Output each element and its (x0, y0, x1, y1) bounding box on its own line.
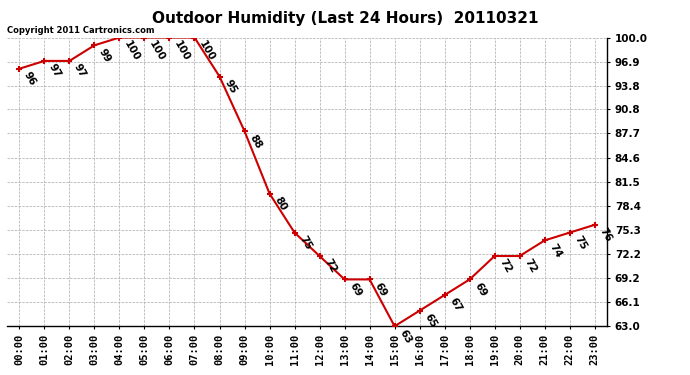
Text: 76: 76 (598, 226, 613, 244)
Text: 63: 63 (397, 328, 413, 345)
Text: 74: 74 (547, 242, 564, 260)
Text: 88: 88 (247, 132, 263, 150)
Text: 100: 100 (172, 39, 192, 63)
Text: 65: 65 (422, 312, 438, 330)
Text: 69: 69 (347, 281, 363, 298)
Text: 69: 69 (473, 281, 489, 298)
Text: 67: 67 (447, 296, 464, 314)
Text: 72: 72 (322, 257, 338, 275)
Text: 100: 100 (122, 39, 141, 63)
Text: 69: 69 (373, 281, 388, 298)
Text: 96: 96 (22, 70, 38, 87)
Text: Outdoor Humidity (Last 24 Hours)  20110321: Outdoor Humidity (Last 24 Hours) 2011032… (152, 11, 538, 26)
Text: 72: 72 (497, 257, 513, 275)
Text: 75: 75 (297, 234, 313, 252)
Text: 75: 75 (573, 234, 589, 252)
Text: 80: 80 (273, 195, 288, 213)
Text: Copyright 2011 Cartronics.com: Copyright 2011 Cartronics.com (7, 26, 155, 34)
Text: 100: 100 (147, 39, 167, 63)
Text: 97: 97 (47, 62, 63, 80)
Text: 72: 72 (522, 257, 538, 275)
Text: 95: 95 (222, 78, 238, 95)
Text: 97: 97 (72, 62, 88, 80)
Text: 100: 100 (197, 39, 217, 63)
Text: 99: 99 (97, 47, 113, 64)
